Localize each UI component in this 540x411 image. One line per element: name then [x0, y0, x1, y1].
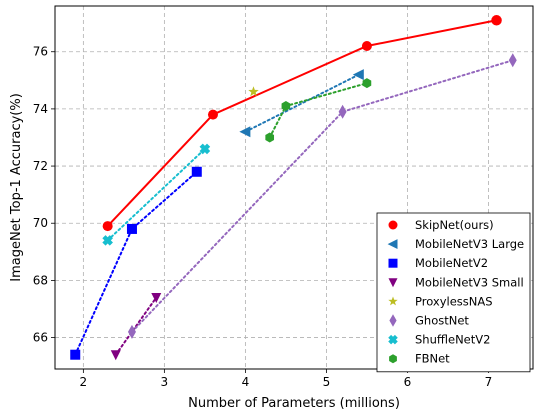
data-point: [265, 132, 275, 143]
legend-label: MobileNetV3 Small: [415, 275, 524, 289]
series-line: [268, 82, 368, 139]
series-line: [114, 296, 158, 356]
data-point: [127, 324, 136, 339]
series-skipnet-ours-: [102, 15, 502, 232]
legend-label: GhostNet: [415, 314, 469, 328]
x-tick-label: 2: [80, 375, 88, 389]
series-line: [106, 19, 497, 227]
legend-marker: [388, 334, 398, 345]
legend-label: FBNet: [415, 352, 450, 366]
data-point: [151, 293, 162, 304]
y-tick-label: 76: [33, 45, 48, 59]
y-tick-label: 68: [33, 273, 48, 287]
legend-label: MobileNetV2: [415, 256, 488, 270]
series-fbnet: [265, 78, 372, 143]
series-proxylessnas: [248, 86, 259, 97]
data-point: [239, 126, 251, 138]
x-axis-label: Number of Parameters (millions): [188, 396, 400, 411]
x-tick-label: 4: [242, 375, 250, 389]
y-tick-label: 72: [33, 159, 48, 173]
y-axis-label: ImageNet Top-1 Accuracy(%): [9, 93, 24, 282]
series-shufflenetv2: [102, 143, 211, 246]
legend-label: SkipNet(ours): [415, 218, 494, 232]
x-tick-label: 6: [404, 375, 412, 389]
data-point: [361, 41, 372, 52]
data-point: [110, 350, 121, 361]
legend-box: [376, 212, 531, 373]
grid: [55, 6, 533, 369]
series-mobilenetv3-small: [110, 293, 162, 361]
data-point: [248, 86, 259, 97]
series-layer: [70, 15, 517, 361]
legend-label: MobileNetV3 Large: [415, 237, 524, 251]
legend-marker: [387, 239, 398, 250]
legend-marker: [389, 354, 397, 364]
legend-marker: [388, 296, 398, 306]
data-point: [126, 223, 137, 234]
series-mobilenetv2: [70, 166, 202, 360]
data-point: [508, 53, 517, 68]
y-tick-label: 70: [33, 216, 48, 230]
data-point: [102, 221, 113, 232]
series-line: [106, 147, 206, 242]
legend-label: ProxylessNAS: [415, 294, 493, 308]
data-point: [191, 166, 202, 177]
legend: SkipNet(ours) MobileNetV3 Large MobileNetV…: [376, 212, 531, 373]
series-ghostnet: [127, 53, 517, 339]
data-point: [491, 15, 502, 26]
ticks: 2 3 4 5 6 7 66 68 70 72 74 76: [33, 45, 493, 389]
data-point: [352, 69, 364, 81]
legend-marker: [388, 258, 398, 268]
plot-frame: [54, 5, 534, 370]
data-point: [338, 104, 347, 119]
legend-marker: [388, 278, 398, 288]
x-tick-label: 3: [161, 375, 169, 389]
data-point: [362, 78, 372, 89]
data-point: [199, 143, 211, 155]
data-point: [70, 349, 81, 360]
y-tick-label: 66: [33, 331, 48, 345]
data-point: [281, 101, 291, 112]
legend-marker: [388, 220, 398, 230]
data-point: [102, 235, 113, 246]
x-tick-label: 7: [485, 375, 493, 389]
series-mobilenetv3-large: [239, 69, 364, 138]
series-line: [244, 73, 360, 133]
y-tick-label: 74: [33, 102, 48, 116]
legend-label: ShuffleNetV2: [415, 333, 490, 347]
data-point: [207, 109, 218, 120]
x-tick-label: 5: [323, 375, 331, 389]
legend-marker: [389, 314, 397, 327]
